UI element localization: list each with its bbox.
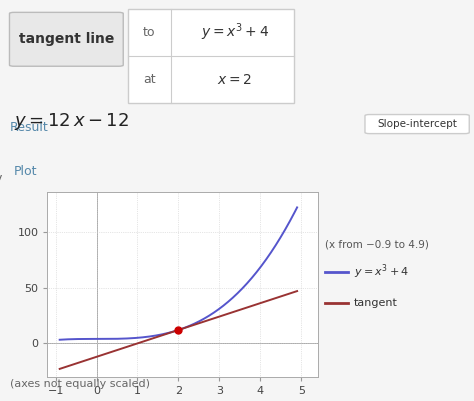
Text: (x from −0.9 to 4.9): (x from −0.9 to 4.9) [325, 239, 429, 249]
Text: Slope-intercept: Slope-intercept [377, 119, 457, 128]
FancyBboxPatch shape [128, 9, 294, 103]
Text: tangent line: tangent line [18, 32, 114, 46]
Text: Plot: Plot [14, 165, 38, 178]
Text: y: y [0, 172, 2, 185]
Text: $y = 12\,x - 12$: $y = 12\,x - 12$ [14, 111, 129, 132]
Text: Result: Result [9, 121, 48, 134]
Text: $x = 2$: $x = 2$ [217, 73, 252, 87]
Text: (axes not equally scaled): (axes not equally scaled) [10, 379, 150, 389]
Text: tangent: tangent [354, 298, 398, 308]
FancyBboxPatch shape [9, 12, 123, 66]
Text: $y = x^3 + 4$: $y = x^3 + 4$ [201, 22, 269, 43]
Text: to: to [143, 26, 155, 39]
Text: at: at [143, 73, 155, 86]
FancyBboxPatch shape [365, 115, 469, 134]
Text: $y = x^3+4$: $y = x^3+4$ [354, 263, 409, 281]
